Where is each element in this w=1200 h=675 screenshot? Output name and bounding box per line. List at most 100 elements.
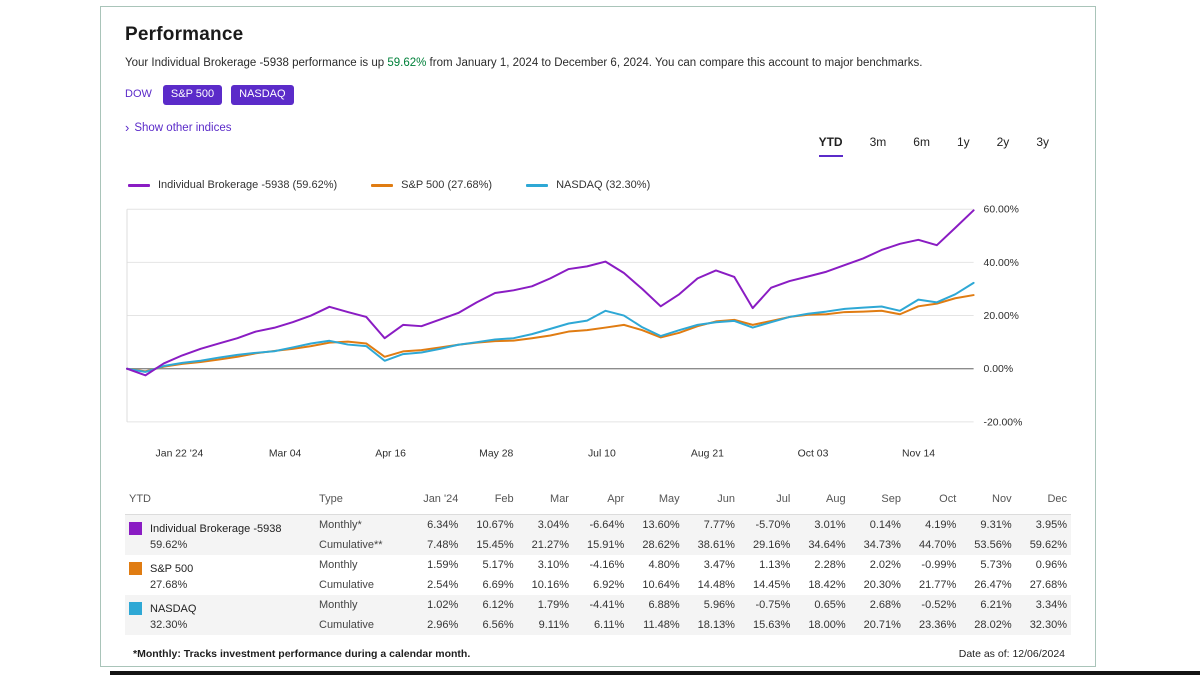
x-axis-tick-label: Jul 10	[588, 448, 616, 459]
row-type-label: Monthly	[319, 559, 358, 572]
series-head: S&P 500	[129, 562, 311, 576]
table-header-type: Type	[315, 488, 407, 516]
series-head: NASDAQ	[129, 602, 311, 616]
value-cell-apr: -6.64%	[572, 514, 629, 536]
value-cell-oct: 4.19%	[904, 514, 961, 536]
value-cell-nov: 5.73%	[980, 559, 1012, 572]
performance-subtitle: Your Individual Brokerage -5938 performa…	[125, 56, 1071, 70]
row-type-label: Cumulative**	[315, 535, 407, 556]
value-cell-mar: 10.16%	[531, 579, 569, 592]
value-cell-mar: 1.79%	[517, 595, 573, 616]
row-type-label: Monthly*	[315, 514, 407, 536]
series-color-swatch	[129, 522, 142, 536]
subtitle-prefix: Your Individual Brokerage -5938 performa…	[125, 57, 388, 69]
value-cell-dec: 27.68%	[1029, 579, 1067, 592]
table-header-row: YTD Type Jan '24 Feb Mar Apr May Jun Jul Aug Sep Oc…	[125, 488, 1071, 516]
series-ytd-value: 32.30%	[150, 619, 188, 632]
value-cell-jan-24: 2.54%	[427, 579, 459, 592]
value-cell-mar: 9.11%	[517, 615, 573, 636]
value-cell-jan-24: 2.96%	[407, 615, 463, 636]
chart-legend: Individual Brokerage -5938 (59.62%) S&P 5…	[125, 178, 1071, 192]
range-tab-3y[interactable]: 3y	[1036, 135, 1049, 149]
value-cell-nov: 53.56%	[960, 535, 1016, 556]
table-row-individual-brokerage-5938-cumulative: Cumulative** 7.48% 15.45% 21.27% 15.91% 28.62…	[125, 535, 1071, 556]
legend-label: Individual Brokerage -5938 (59.62%)	[158, 179, 338, 191]
table-header-month-jan-24: Jan '24	[407, 488, 463, 516]
value-cell-may: 13.60%	[628, 514, 684, 536]
show-other-indices-link[interactable]: › Show other indices	[125, 120, 232, 135]
value-cell-may: 6.88%	[628, 595, 684, 616]
range-tab-ytd[interactable]: YTD	[818, 135, 843, 157]
value-cell-nov: 6.21%	[960, 595, 1016, 616]
performance-card: Performance Your Individual Brokerage -5…	[100, 6, 1096, 667]
y-axis-tick-label: -20.00%	[984, 417, 1023, 428]
table-row-s-p-500-monthly: S&P 500 27.68% Monthly 1.59% 5.17% 3.10% -4.16…	[125, 555, 1071, 591]
benchmark-chip-s-p-500[interactable]: S&P 500	[162, 85, 223, 105]
y-axis-tick-label: 0.00%	[984, 364, 1014, 375]
value-cell-feb: 6.12%	[462, 595, 518, 616]
window-bottom-edge	[110, 671, 1200, 675]
series-ytd-value: 27.68%	[150, 579, 188, 592]
value-cell-aug: 18.00%	[794, 615, 850, 636]
table-header-month-jul: Jul	[738, 488, 795, 516]
series-head: Individual Brokerage -5938	[129, 522, 311, 536]
legend-label: S&P 500 (27.68%)	[401, 179, 493, 191]
value-cell-aug: 18.42%	[808, 579, 846, 592]
series-ytd-value: 59.62%	[150, 539, 188, 552]
value-cell-feb: 6.69%	[482, 579, 514, 592]
chevron-right-icon: ›	[125, 120, 130, 135]
value-cell-jul: 1.13%	[759, 559, 791, 572]
value-cell-jan-24: 1.02%	[407, 595, 463, 616]
benchmark-chip-dow[interactable]: DOW	[125, 88, 152, 100]
range-tab-3m[interactable]: 3m	[869, 135, 887, 149]
table-header-month-sep: Sep	[849, 488, 905, 516]
value-cell-may: 28.62%	[628, 535, 684, 556]
table-header-month-jun: Jun	[683, 488, 739, 516]
x-axis-tick-label: Jan 22 '24	[156, 448, 204, 459]
y-axis-tick-label: 20.00%	[984, 311, 1019, 322]
range-tab-1y[interactable]: 1y	[956, 135, 970, 149]
value-cell-oct: 44.70%	[904, 535, 961, 556]
value-cell-jun: 18.13%	[683, 615, 739, 636]
benchmark-chips: DOW S&P 500 NASDAQ	[125, 85, 1071, 105]
range-tab-2y[interactable]: 2y	[996, 135, 1010, 149]
value-cell-jul: -0.75%	[738, 595, 795, 616]
value-cell-jan-24: 6.34%	[407, 514, 463, 536]
date-as-of: Date as of: 12/06/2024	[958, 648, 1065, 661]
value-cell-dec: 59.62%	[1015, 535, 1071, 556]
value-cell-nov: 9.31%	[960, 514, 1016, 536]
value-cell-jan-24: 1.59%	[427, 559, 459, 572]
value-cell-may: 10.64%	[642, 579, 680, 592]
value-cell-jun: 14.48%	[697, 579, 735, 592]
value-cell-mar: 3.04%	[517, 514, 573, 536]
row-type-label: Cumulative	[315, 615, 407, 636]
legend-label: NASDAQ (32.30%)	[556, 179, 651, 191]
table-header-month-apr: Apr	[572, 488, 629, 516]
x-axis-tick-label: Oct 03	[798, 448, 829, 459]
benchmark-chip-nasdaq[interactable]: NASDAQ	[231, 85, 294, 105]
table-footer: *Monthly: Tracks investment performance …	[125, 648, 1071, 660]
value-cell-dec: 0.96%	[1035, 559, 1067, 572]
series-line-nasdaq	[126, 281, 975, 373]
value-cell-dec: 3.34%	[1015, 595, 1071, 616]
y-axis-tick-label: 40.00%	[984, 258, 1019, 269]
table-row-nasdaq-monthly: NASDAQ 32.30% Monthly 1.02% 6.12% 1.79% -4.41%…	[125, 595, 1071, 636]
legend-item-nasdaq-32-30: NASDAQ (32.30%)	[526, 179, 650, 191]
table-header-month-dec: Dec	[1015, 488, 1071, 516]
table-header-month-may: May	[628, 488, 684, 516]
range-tab-6m[interactable]: 6m	[913, 135, 930, 149]
value-cell-feb: 10.67%	[462, 514, 518, 536]
value-cell-oct: -0.52%	[904, 595, 961, 616]
value-cell-jul: 14.45%	[752, 579, 791, 592]
series-color-swatch	[129, 602, 142, 616]
table-header-month-mar: Mar	[517, 488, 573, 516]
value-cell-aug: 0.65%	[794, 595, 850, 616]
value-cell-jul: 15.63%	[738, 615, 795, 636]
value-cell-feb: 5.17%	[482, 559, 514, 572]
value-cell-apr: 15.91%	[572, 535, 629, 556]
legend-item-s-p-500-27-68: S&P 500 (27.68%)	[371, 179, 492, 191]
x-axis-tick-label: May 28	[479, 448, 513, 459]
value-cell-may: 4.80%	[648, 559, 680, 572]
value-cell-apr: -4.16%	[589, 559, 625, 572]
table-header-month-oct: Oct	[904, 488, 961, 516]
